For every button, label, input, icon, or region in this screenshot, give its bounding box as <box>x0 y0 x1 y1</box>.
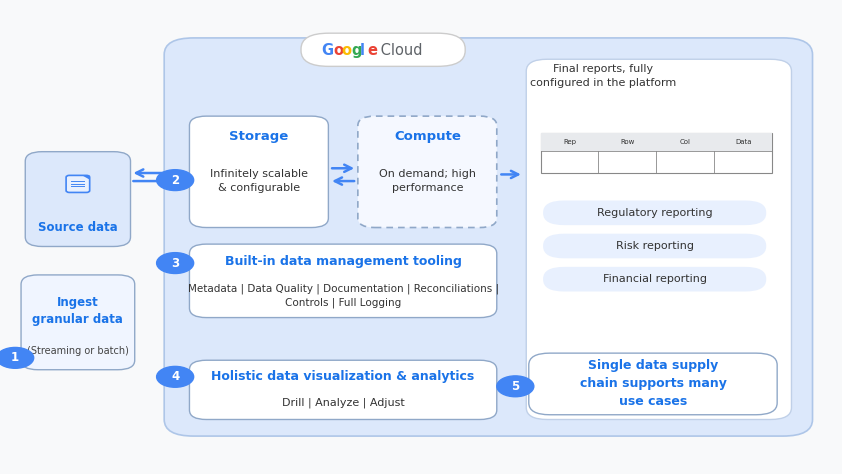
FancyBboxPatch shape <box>543 267 766 292</box>
Text: 5: 5 <box>511 380 520 393</box>
Circle shape <box>157 253 194 273</box>
Circle shape <box>0 347 34 368</box>
Text: Storage: Storage <box>229 130 289 143</box>
Text: Cloud: Cloud <box>376 43 422 58</box>
Polygon shape <box>83 175 90 180</box>
Text: On demand; high
performance: On demand; high performance <box>379 169 476 193</box>
FancyBboxPatch shape <box>543 201 766 225</box>
Text: G: G <box>322 43 333 58</box>
Text: 2: 2 <box>171 173 179 187</box>
FancyBboxPatch shape <box>21 275 135 370</box>
Text: Single data supply
chain supports many
use cases: Single data supply chain supports many u… <box>579 359 727 409</box>
FancyBboxPatch shape <box>189 360 497 419</box>
FancyBboxPatch shape <box>301 33 465 66</box>
Bar <box>714 133 772 151</box>
FancyBboxPatch shape <box>358 116 497 228</box>
Text: g: g <box>351 43 361 58</box>
Text: 3: 3 <box>171 256 179 270</box>
FancyBboxPatch shape <box>66 175 90 192</box>
Text: Source data: Source data <box>38 221 118 234</box>
Text: Financial reporting: Financial reporting <box>603 274 706 284</box>
FancyBboxPatch shape <box>529 353 777 415</box>
Text: l: l <box>360 43 365 58</box>
Circle shape <box>497 376 534 397</box>
Text: Data: Data <box>735 139 751 145</box>
Text: Holistic data visualization & analytics: Holistic data visualization & analytics <box>211 370 475 383</box>
FancyBboxPatch shape <box>164 38 813 436</box>
FancyBboxPatch shape <box>25 152 131 246</box>
Text: (Streaming or batch): (Streaming or batch) <box>27 346 129 356</box>
FancyBboxPatch shape <box>189 116 328 228</box>
Text: Ingest
granular data: Ingest granular data <box>33 296 123 326</box>
Text: o: o <box>333 43 343 58</box>
Text: 1: 1 <box>11 351 19 365</box>
FancyBboxPatch shape <box>189 244 497 318</box>
Text: e: e <box>367 43 377 58</box>
Text: Regulatory reporting: Regulatory reporting <box>597 208 712 218</box>
Text: Infinitely scalable
& configurable: Infinitely scalable & configurable <box>210 169 308 193</box>
Bar <box>541 133 772 173</box>
Text: Compute: Compute <box>394 130 461 143</box>
Text: Risk reporting: Risk reporting <box>616 241 694 251</box>
FancyBboxPatch shape <box>526 59 791 419</box>
Circle shape <box>157 366 194 387</box>
Text: Metadata | Data Quality | Documentation | Reconciliations |
Controls | Full Logg: Metadata | Data Quality | Documentation … <box>188 283 498 308</box>
FancyBboxPatch shape <box>543 234 766 258</box>
Text: o: o <box>342 43 352 58</box>
Text: 4: 4 <box>171 370 179 383</box>
Text: Col: Col <box>679 139 690 145</box>
Text: Built-in data management tooling: Built-in data management tooling <box>225 255 461 268</box>
Bar <box>541 133 599 151</box>
Text: Rep: Rep <box>563 139 576 145</box>
Text: Drill | Analyze | Adjust: Drill | Analyze | Adjust <box>282 398 404 408</box>
Bar <box>599 133 657 151</box>
Text: Row: Row <box>621 139 635 145</box>
Text: Final reports, fully
configured in the platform: Final reports, fully configured in the p… <box>530 64 676 88</box>
Circle shape <box>157 170 194 191</box>
Bar <box>657 133 714 151</box>
